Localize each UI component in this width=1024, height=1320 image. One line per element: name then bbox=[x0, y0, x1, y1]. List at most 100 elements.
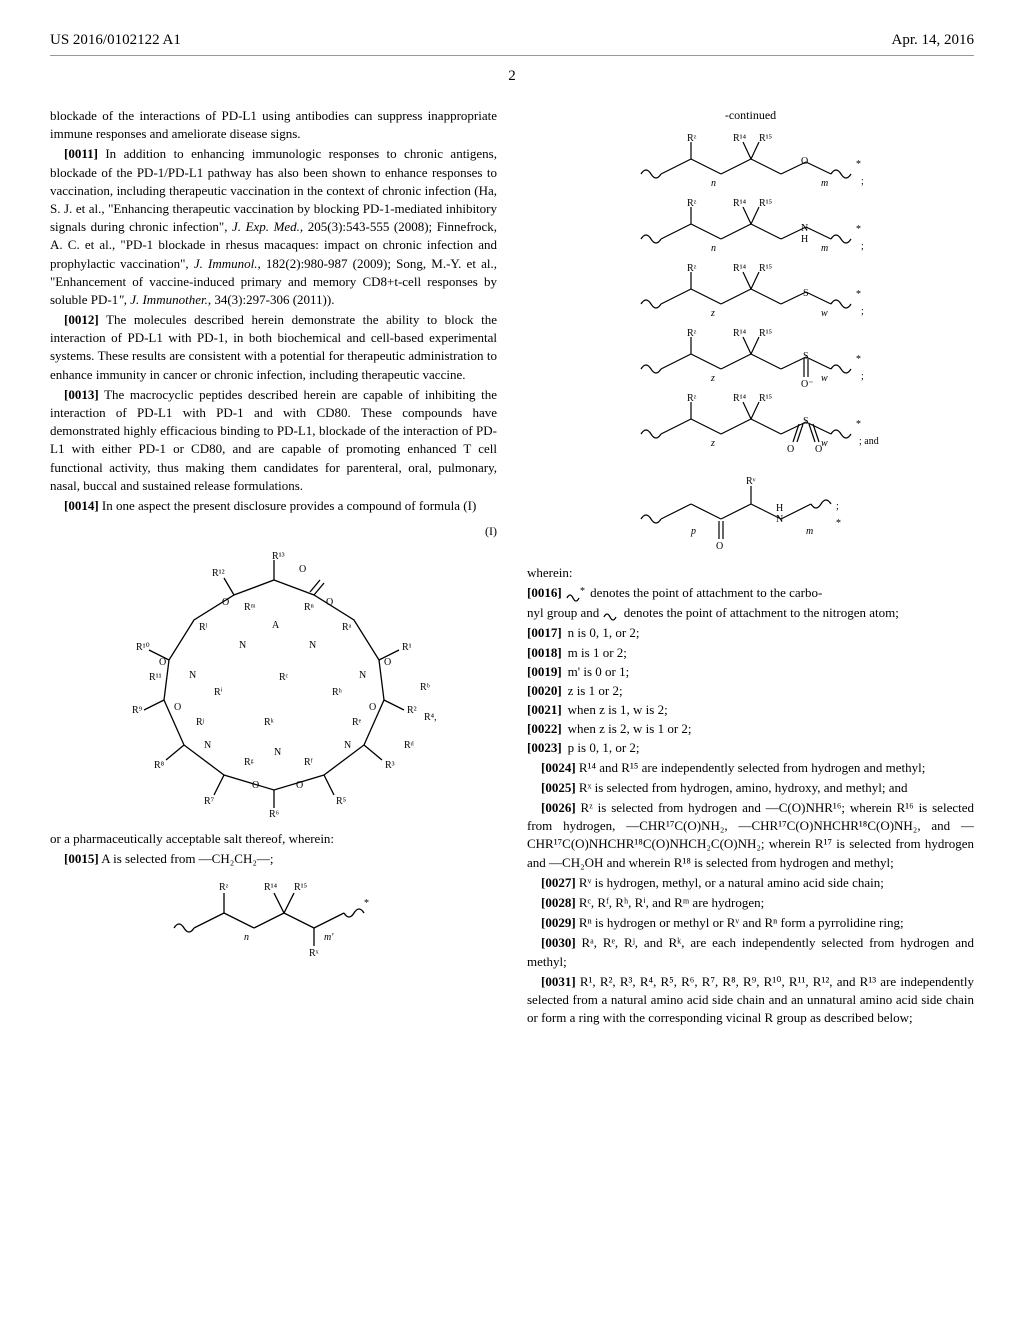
svg-text:R¹¹: R¹¹ bbox=[149, 672, 162, 683]
svg-text:H: H bbox=[801, 234, 808, 245]
svg-text:O: O bbox=[369, 702, 376, 713]
pub-number: US 2016/0102122 A1 bbox=[50, 30, 181, 51]
pub-date: Apr. 14, 2016 bbox=[892, 30, 975, 51]
svg-text:Rᶻ: Rᶻ bbox=[687, 198, 697, 209]
svg-text:w: w bbox=[821, 308, 828, 319]
svg-text:Rⁱ: Rⁱ bbox=[214, 687, 223, 698]
svg-text:Rᵍ: Rᵍ bbox=[244, 757, 254, 768]
svg-text:O: O bbox=[299, 564, 306, 575]
para-ref-0014: [0014] bbox=[64, 498, 99, 513]
svg-text:R¹⁴: R¹⁴ bbox=[733, 198, 747, 209]
para-ref-0028: [0028] bbox=[541, 895, 576, 910]
svg-text:Rᶻ: Rᶻ bbox=[687, 134, 697, 144]
para-0021-text: when z is 1, w is 2; bbox=[568, 701, 974, 719]
svg-text:Rʰ: Rʰ bbox=[332, 687, 343, 698]
para-0018: [0018]m is 1 or 2; bbox=[527, 644, 974, 662]
para-0020: [0020]z is 1 or 2; bbox=[527, 682, 974, 700]
svg-text:Rᵇ: Rᵇ bbox=[420, 682, 430, 693]
para-ref-0029: [0029] bbox=[541, 915, 576, 930]
right-column: -continued bbox=[527, 107, 974, 1029]
para-0019: [0019]m' is 0 or 1; bbox=[527, 663, 974, 681]
svg-text:;: ; bbox=[861, 306, 864, 317]
para-0023-text: p is 0, 1, or 2; bbox=[568, 739, 974, 757]
para-ref-0016: [0016] bbox=[527, 585, 562, 600]
svg-text:R¹⁵: R¹⁵ bbox=[294, 882, 307, 893]
svg-text:S: S bbox=[803, 416, 809, 427]
svg-text:Rᶠ: Rᶠ bbox=[304, 757, 313, 768]
svg-text:*: * bbox=[856, 159, 861, 170]
para-ref-0017: [0017] bbox=[527, 624, 562, 642]
svg-text:m': m' bbox=[324, 932, 334, 943]
svg-text:R²: R² bbox=[407, 705, 417, 716]
para-0016-cont: nyl group and denotes the point of attac… bbox=[527, 604, 974, 622]
para-0016-text-d: denotes the point of attachment to the n… bbox=[624, 605, 899, 620]
svg-text:; and: ; and bbox=[859, 436, 879, 447]
para-0031: [0031] R¹, R², R³, R⁴, R⁵, R⁶, R⁷, R⁸, R… bbox=[527, 973, 974, 1028]
svg-text:w: w bbox=[821, 438, 828, 449]
svg-text:R¹⁰: R¹⁰ bbox=[136, 642, 150, 653]
para-ref-0025: [0025] bbox=[541, 780, 576, 795]
svg-text:R¹⁵: R¹⁵ bbox=[759, 198, 772, 209]
macrocycle-svg: R¹³ O R¹ R² R³ Rᵇ Rᵈ R⁴, R⁵ R⁶ R⁷ R⁸ R⁹ … bbox=[104, 550, 444, 820]
svg-text:Rᶻ: Rᶻ bbox=[687, 328, 697, 339]
para-ref-0020: [0020] bbox=[527, 682, 562, 700]
para-0018-text: m is 1 or 2; bbox=[568, 644, 974, 662]
continued-label: -continued bbox=[527, 107, 974, 124]
para-0031-text: R¹, R², R³, R⁴, R⁵, R⁶, R⁷, R⁸, R⁹, R¹⁰,… bbox=[527, 974, 974, 1025]
para-ref-0021: [0021] bbox=[527, 701, 562, 719]
para-ref-0024: [0024] bbox=[541, 760, 576, 775]
para-ref-0030: [0030] bbox=[541, 935, 576, 950]
svg-text:N: N bbox=[359, 670, 366, 681]
journal-2: J. Immunol., bbox=[194, 256, 261, 271]
svg-text:w: w bbox=[821, 373, 828, 384]
svg-text:R¹: R¹ bbox=[402, 642, 412, 653]
svg-text:Rᶻ: Rᶻ bbox=[219, 882, 229, 893]
svg-text:n: n bbox=[711, 243, 716, 254]
para-0022: [0022]when z is 2, w is 1 or 2; bbox=[527, 720, 974, 738]
svg-text:;: ; bbox=[861, 176, 864, 187]
para-0026-text: Rᶻ is selected from hydrogen and —C(O)NH… bbox=[527, 800, 974, 870]
para-0014: [0014] In one aspect the present disclos… bbox=[50, 497, 497, 515]
svg-text:O: O bbox=[787, 444, 794, 455]
svg-text:O: O bbox=[296, 780, 303, 791]
svg-text:Rᵏ: Rᵏ bbox=[264, 717, 275, 728]
svg-text:*: * bbox=[856, 419, 861, 430]
svg-text:Rⁿ: Rⁿ bbox=[304, 602, 314, 613]
para-ref-0012: [0012] bbox=[64, 312, 99, 327]
two-column-layout: blockade of the interactions of PD-L1 us… bbox=[50, 107, 974, 1029]
para-0014-text: In one aspect the present disclosure pro… bbox=[99, 498, 477, 513]
svg-text:p: p bbox=[690, 526, 696, 537]
svg-text:;: ; bbox=[861, 371, 864, 382]
svg-text:N: N bbox=[239, 640, 246, 651]
para-ref-0022: [0022] bbox=[527, 720, 562, 738]
svg-text:*: * bbox=[836, 518, 841, 529]
para-0025: [0025] Rˣ is selected from hydrogen, ami… bbox=[527, 779, 974, 797]
svg-text:S: S bbox=[803, 351, 809, 362]
para-0017-text: n is 0, 1, or 2; bbox=[568, 624, 974, 642]
para-0017: [0017] n is 0, 1, or 2; bbox=[527, 624, 974, 642]
svg-text:*: * bbox=[856, 289, 861, 300]
para-0029: [0029] Rⁿ is hydrogen or methyl or Rᵛ an… bbox=[527, 914, 974, 932]
para-0030-text: Rᵃ, Rᵉ, Rʲ, and Rᵏ, are each independent… bbox=[527, 935, 974, 968]
formula-i-label: (I) bbox=[50, 523, 497, 540]
svg-text:m: m bbox=[821, 243, 828, 254]
para-0028: [0028] Rᶜ, Rᶠ, Rʰ, Rⁱ, and Rᵐ are hydrog… bbox=[527, 894, 974, 912]
para-0026: [0026] Rᶻ is selected from hydrogen and … bbox=[527, 799, 974, 872]
svg-text:Rᶜ: Rᶜ bbox=[279, 672, 289, 683]
svg-text:z: z bbox=[710, 373, 715, 384]
carryover-paragraph: blockade of the interactions of PD-L1 us… bbox=[50, 107, 497, 143]
para-0027: [0027] Rᵛ is hydrogen, methyl, or a natu… bbox=[527, 874, 974, 892]
para-0016-text-c: nyl group and bbox=[527, 605, 602, 620]
svg-text:n: n bbox=[711, 178, 716, 189]
attachment-squiggle-star: * bbox=[565, 586, 587, 602]
page-number: 2 bbox=[50, 66, 974, 87]
para-0016: [0016] * denotes the point of attachment… bbox=[527, 584, 974, 602]
svg-text:Rᵉ: Rᵉ bbox=[352, 717, 362, 728]
para-ref-0027: [0027] bbox=[541, 875, 576, 890]
para-ref-0019: [0019] bbox=[527, 663, 562, 681]
svg-text:R¹⁵: R¹⁵ bbox=[759, 393, 772, 404]
svg-text:R¹⁴: R¹⁴ bbox=[733, 263, 747, 274]
svg-text:O: O bbox=[384, 657, 391, 668]
svg-text:*: * bbox=[580, 586, 585, 597]
para-0027-text: Rᵛ is hydrogen, methyl, or a natural ami… bbox=[576, 875, 884, 890]
